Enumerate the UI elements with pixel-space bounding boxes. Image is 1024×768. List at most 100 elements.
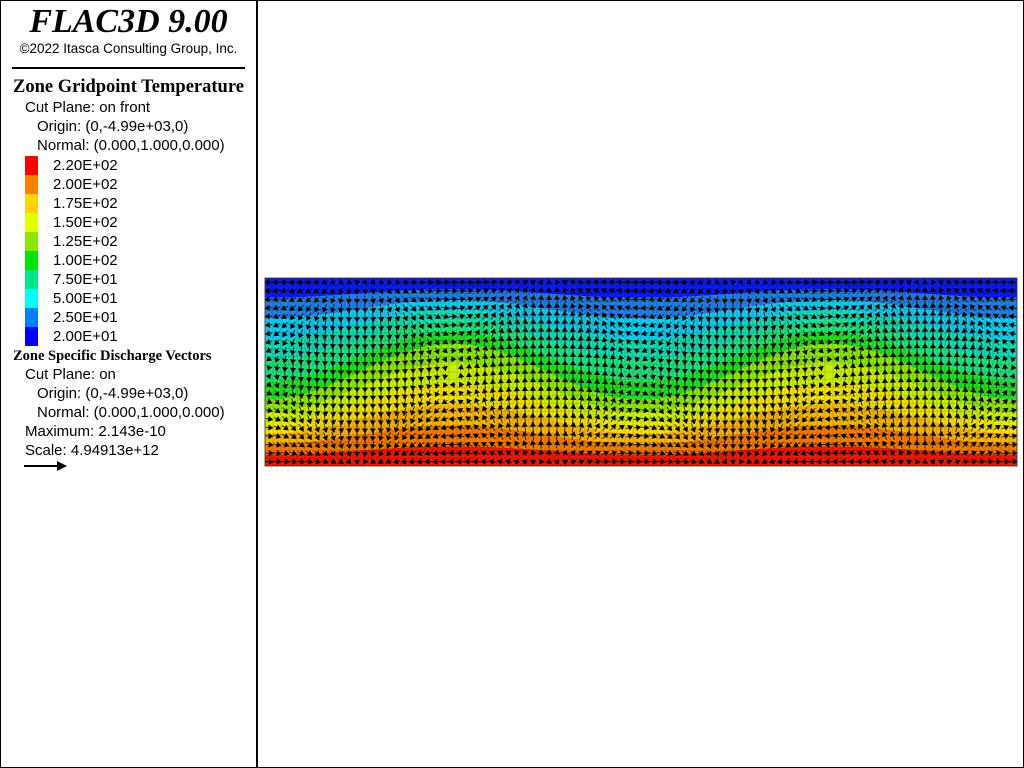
discharge-vector-head — [498, 319, 505, 326]
discharge-vector-head — [842, 398, 848, 405]
discharge-vector-head — [562, 412, 569, 418]
discharge-vector-head — [361, 298, 369, 305]
scale-item: 1.00E+02 — [25, 251, 225, 270]
discharge-vector-head — [682, 426, 688, 433]
discharge-vector-head — [444, 296, 450, 303]
discharge-vector-head — [482, 345, 489, 351]
discharge-vector-head — [538, 458, 545, 465]
discharge-vector-head — [706, 443, 712, 449]
discharge-vector-head — [513, 422, 520, 428]
discharge-vector-head — [369, 278, 376, 285]
discharge-vector-head — [472, 441, 479, 448]
discharge-vector-head — [411, 279, 418, 286]
discharge-vector-head — [650, 339, 656, 346]
discharge-vector-head — [828, 321, 834, 329]
discharge-vector-head — [816, 424, 823, 431]
discharge-vector-head — [841, 363, 849, 369]
discharge-vector-head — [395, 278, 401, 286]
discharge-vector-head — [968, 279, 975, 286]
discharge-vector-head — [954, 386, 961, 392]
discharge-vector-head — [961, 319, 968, 326]
discharge-vector-head — [513, 386, 520, 392]
discharge-vector-head — [905, 343, 913, 349]
discharge-vector-head — [665, 314, 672, 320]
discharge-vector-head — [1002, 347, 1009, 354]
discharge-vector-head — [652, 441, 658, 448]
discharge-vector-head — [905, 294, 912, 301]
discharge-vector-head — [913, 403, 921, 409]
discharge-vector-head — [456, 424, 463, 431]
discharge-vector-head — [658, 340, 664, 347]
discharge-vector-head — [448, 441, 454, 448]
discharge-vector-head — [268, 432, 274, 440]
discharge-vector-head — [673, 368, 681, 374]
model-viewport[interactable] — [258, 1, 1023, 767]
discharge-vector-head — [713, 443, 720, 450]
discharge-vector-head — [769, 419, 776, 425]
discharge-vector-head — [665, 367, 673, 373]
discharge-vector-head — [280, 287, 286, 294]
discharge-vector-head — [961, 352, 969, 358]
discharge-vector-head — [537, 359, 545, 365]
scale-label: 1.25E+02 — [53, 233, 118, 250]
discharge-vector-head — [969, 319, 976, 326]
discharge-vector-head — [1000, 313, 1007, 320]
discharge-vector-head — [290, 323, 296, 329]
discharge-vector-head — [505, 450, 512, 457]
discharge-vector-head — [802, 305, 809, 311]
discharge-vector-head — [1001, 381, 1008, 387]
discharge-vector-head — [474, 406, 480, 413]
discharge-vector-head — [537, 310, 545, 316]
discharge-vector-head — [976, 279, 983, 286]
discharge-vector-head — [889, 377, 897, 383]
discharge-vector-head — [961, 288, 968, 294]
discharge-vector-head — [537, 318, 545, 324]
discharge-vector-head — [410, 296, 417, 303]
discharge-vector-head — [274, 357, 281, 363]
discharge-vector-head — [306, 410, 313, 417]
discharge-vector-head — [866, 296, 873, 302]
discharge-vector-head — [290, 332, 296, 338]
discharge-vector-head — [929, 430, 937, 437]
discharge-vector-head — [746, 326, 753, 332]
discharge-vector-head — [481, 396, 488, 403]
discharge-vector-head — [426, 392, 433, 398]
discharge-vector-head — [913, 318, 921, 324]
discharge-vector-head — [650, 415, 657, 422]
discharge-vector-head — [426, 331, 432, 338]
discharge-vector-head — [313, 287, 320, 294]
discharge-vector-head — [873, 413, 880, 420]
discharge-vector-head — [489, 432, 496, 439]
discharge-vector-head — [977, 296, 984, 303]
discharge-vector-head — [585, 378, 593, 384]
discharge-vector-head — [369, 435, 376, 442]
discharge-vector-head — [529, 294, 536, 301]
discharge-vector-head — [466, 389, 473, 396]
discharge-vector-head — [810, 313, 817, 319]
discharge-vector-head — [865, 450, 871, 457]
discharge-vector-head — [370, 307, 377, 314]
discharge-vector-head — [874, 288, 881, 294]
discharge-vector-head — [403, 279, 410, 286]
discharge-vector-head — [786, 315, 792, 321]
vector-maximum: Maximum: 2.143e-10 — [25, 423, 166, 440]
discharge-vector-head — [993, 389, 1000, 395]
discharge-vector-head — [314, 426, 321, 433]
discharge-vector-head — [801, 349, 808, 356]
discharge-vector-head — [812, 287, 818, 294]
discharge-vector-head — [729, 444, 737, 450]
discharge-vector-head — [640, 296, 646, 303]
discharge-vector-head — [1001, 330, 1008, 337]
discharge-vector-head — [329, 343, 336, 350]
discharge-vector-head — [794, 417, 800, 424]
contour-band — [265, 310, 1017, 361]
discharge-vector-head — [802, 400, 808, 407]
discharge-vector-head — [592, 279, 599, 286]
discharge-vector-head — [634, 399, 641, 406]
discharge-vector-head — [946, 412, 953, 419]
discharge-vector-head — [835, 304, 842, 312]
discharge-vector-head — [843, 296, 850, 303]
discharge-vector-head — [1012, 458, 1018, 465]
discharge-vector-head — [427, 287, 434, 294]
discharge-vector-head — [1011, 416, 1018, 423]
